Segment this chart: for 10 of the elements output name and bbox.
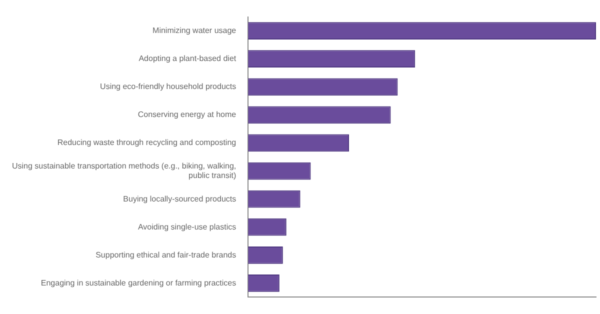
y-tick-label: Conserving energy at home (138, 110, 237, 120)
y-tick-label: Adopting a plant-based diet (138, 54, 237, 64)
y-tick-label: Supporting ethical and fair-trade brands (96, 250, 236, 260)
y-tick-label: Reducing waste through recycling and composting (57, 138, 236, 148)
y-tick-label: Engaging in sustainable gardening or farming practices (40, 278, 236, 288)
y-tick-label: Using sustainable transportation methods (e.g., biking, walking, public transit) (12, 161, 236, 180)
y-tick-label: Minimizing water usage (152, 26, 237, 36)
y-tick-label: Buying locally-sourced products (123, 194, 236, 204)
y-tick-label: Avoiding single-use plastics (138, 222, 236, 232)
y-tick-label: Using eco-friendly household products (100, 82, 236, 92)
